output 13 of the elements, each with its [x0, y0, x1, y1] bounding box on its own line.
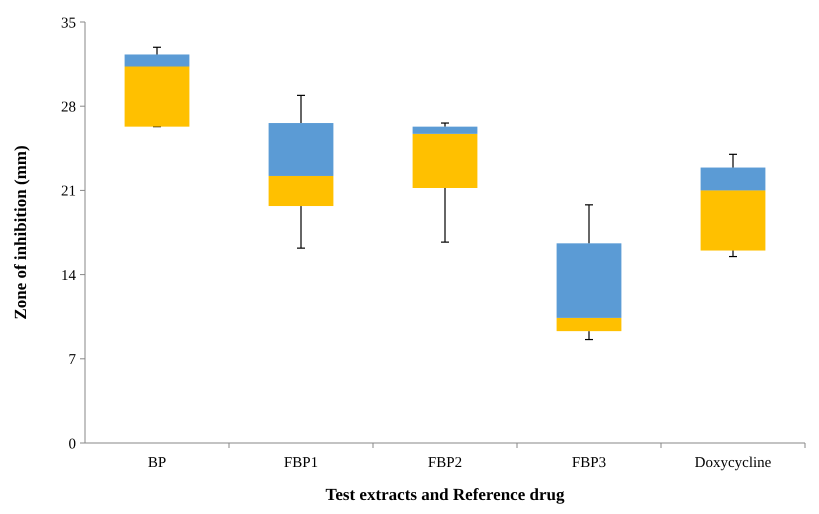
- y-tick-label: 21: [61, 184, 76, 200]
- y-tick-label: 14: [61, 268, 76, 284]
- x-tick-label: FBP3: [572, 455, 606, 471]
- x-axis-title: Test extracts and Reference drug: [326, 485, 565, 504]
- y-axis-title: Zone of inhibition (mm): [11, 145, 30, 320]
- y-tick-label: 35: [61, 15, 76, 32]
- y-tick-label: 0: [68, 436, 76, 452]
- x-tick-label: FBP1: [284, 455, 318, 471]
- x-tick-label: FBP2: [428, 455, 462, 471]
- y-tick-label: 28: [61, 99, 76, 116]
- x-tick-label: Doxycycline: [694, 455, 772, 471]
- x-tick-label: BP: [148, 455, 166, 471]
- y-tick-label: 7: [68, 352, 76, 368]
